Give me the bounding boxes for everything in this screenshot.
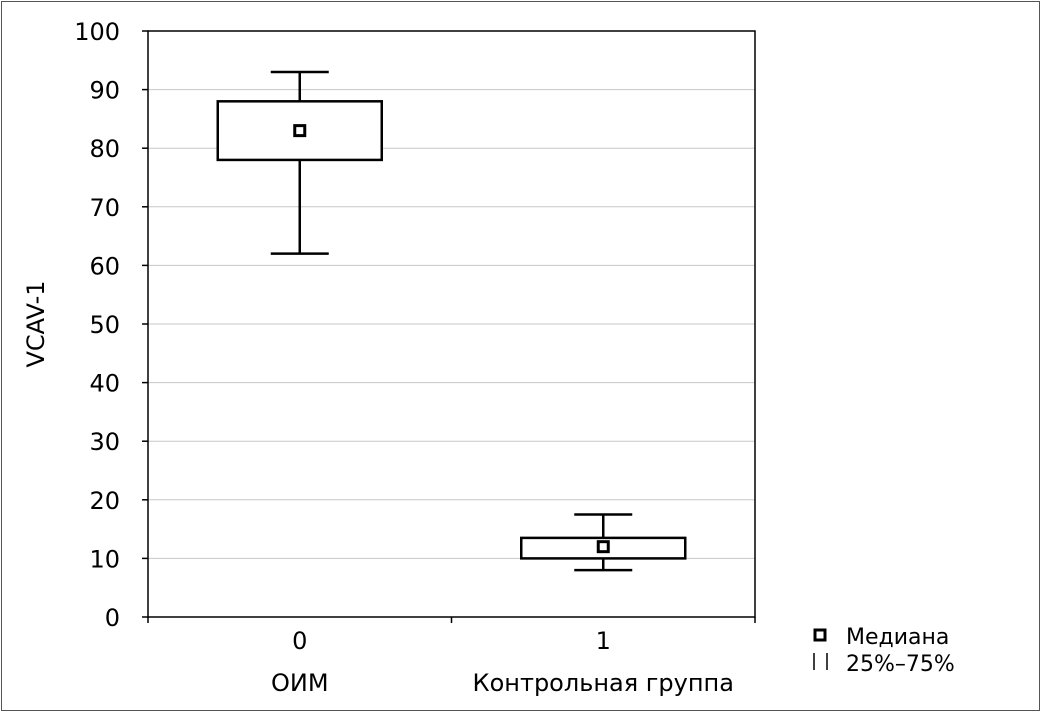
box-group: [520, 513, 687, 572]
y-tick-label: 20: [89, 487, 120, 515]
iqr-box: [216, 100, 383, 162]
y-tick-label: 30: [89, 428, 120, 456]
legend-median-label: Медиана: [846, 625, 949, 650]
y-tick-label: 80: [89, 135, 120, 163]
x-category-name: Контрольная группа: [473, 669, 734, 697]
median-marker: [596, 540, 610, 554]
x-tick-label: 0: [292, 627, 307, 655]
median-marker: [293, 124, 307, 138]
legend-box-label: 25%–75%: [846, 652, 955, 677]
y-tick-label: 0: [105, 604, 120, 632]
y-tick-label: 70: [89, 194, 120, 222]
box-group: [216, 70, 383, 255]
legend-median-marker: [813, 628, 827, 642]
y-tick-label: 50: [89, 311, 120, 339]
x-category-name: ОИМ: [271, 669, 329, 697]
x-tick-label: 1: [596, 627, 611, 655]
y-axis: 0 10 20 30 40 50 60 70 80 90 100: [74, 18, 148, 632]
boxes: [216, 70, 687, 572]
y-tick-label: 10: [89, 545, 120, 573]
y-tick-label: 100: [74, 18, 120, 46]
x-axis: 0 ОИМ 1 Контрольная группа: [147, 617, 756, 697]
y-tick-label: 60: [89, 252, 120, 280]
y-tick-label: 90: [89, 77, 120, 105]
legend: Медиана 25%–75%: [813, 625, 955, 677]
y-tick-label: 40: [89, 370, 120, 398]
y-axis-title: VCAV-1: [22, 281, 50, 368]
